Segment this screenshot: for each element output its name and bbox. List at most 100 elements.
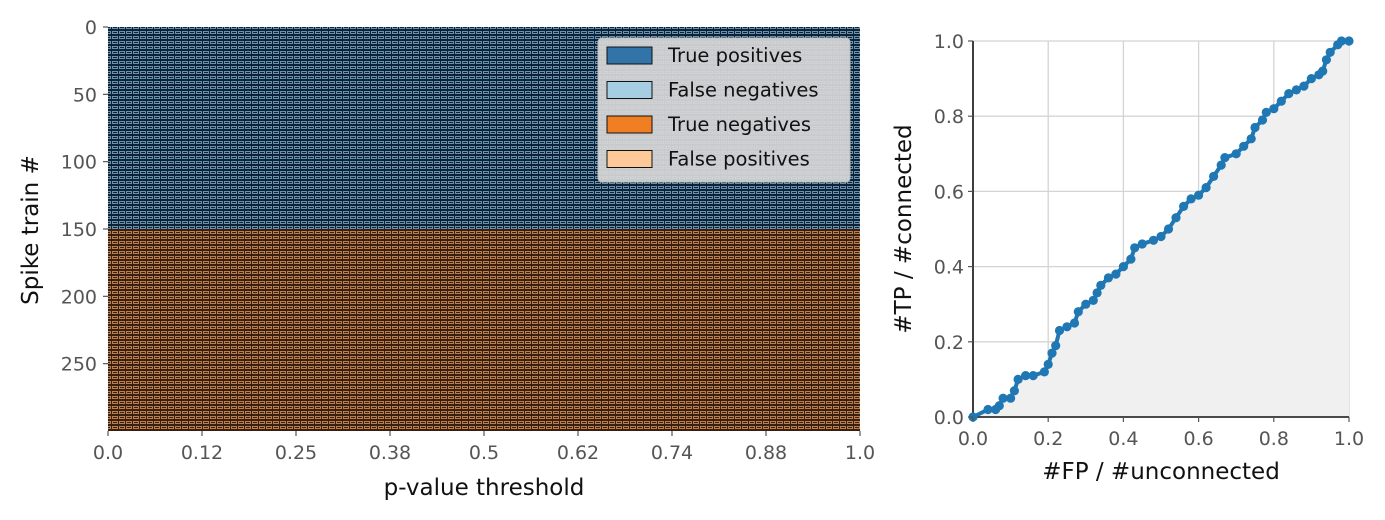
roc-point	[1220, 153, 1230, 163]
heatmap-x-tick-label: 0.0	[93, 442, 123, 464]
roc-curve-points	[968, 36, 1354, 422]
heatmap-legend: True positives False negatives True negati…	[597, 37, 851, 183]
legend-swatch	[606, 81, 653, 99]
legend-label: False negatives	[668, 79, 819, 102]
heatmap-x-tick-label: 0.25	[275, 442, 317, 464]
roc-point	[1081, 299, 1091, 309]
heatmap-y-tick-label: 150	[61, 219, 97, 241]
roc-point	[983, 404, 993, 415]
roc-x-tick-label: 0.4	[1108, 428, 1138, 450]
roc-x-tick-label: 0.0	[958, 428, 988, 450]
legend-box	[597, 37, 851, 183]
roc-point	[1088, 295, 1098, 305]
roc-y-axis-label: #TP / #connected	[891, 124, 917, 333]
roc-point	[1201, 183, 1211, 193]
roc-point	[1092, 288, 1102, 298]
heatmap-x-tick-label: 0.12	[181, 442, 223, 464]
roc-x-tick-label: 0.6	[1183, 428, 1213, 450]
roc-point	[1073, 307, 1083, 317]
roc-point	[1257, 115, 1268, 125]
roc-point	[1006, 393, 1016, 403]
roc-point	[1284, 89, 1294, 99]
roc-point	[1096, 280, 1106, 290]
heatmap-x-tick-label: 0.74	[651, 442, 693, 464]
roc-y-tick-label: 0.8	[934, 106, 964, 128]
heatmap-y-tick-label: 200	[61, 286, 97, 308]
roc-point	[1126, 254, 1136, 264]
heatmap-x-tick-label: 0.5	[469, 442, 499, 464]
heatmap-x-tick-label: 0.88	[745, 442, 787, 464]
heatmap-y-ticks: 0 50 100 150 200 250	[61, 17, 108, 376]
heatmap-y-tick-label: 100	[61, 152, 97, 174]
roc-point	[1261, 107, 1271, 117]
roc-y-tick-label: 0.2	[934, 332, 964, 354]
roc-point	[1336, 36, 1347, 46]
roc-point	[1148, 235, 1159, 245]
heatmap-y-tick-label: 250	[61, 354, 97, 376]
roc-point	[998, 393, 1008, 403]
roc-point	[1306, 74, 1316, 84]
roc-x-tick-label: 1.0	[1334, 428, 1364, 450]
roc-point	[1069, 318, 1080, 328]
roc-point	[1039, 367, 1049, 377]
legend-swatch	[606, 46, 653, 65]
roc-point	[1043, 359, 1053, 369]
heatmap-unconnected-region	[108, 229, 860, 431]
legend-swatch	[606, 150, 653, 168]
roc-y-tick-label: 0.4	[934, 257, 964, 279]
legend-swatch	[606, 115, 653, 134]
roc-x-axis-label: #FP / #unconnected	[1042, 459, 1280, 485]
roc-point	[1009, 386, 1020, 396]
roc-y-tick-label: 0.0	[934, 407, 964, 429]
roc-point	[1054, 325, 1065, 336]
roc-point	[1291, 85, 1301, 95]
roc-y-ticks: 0.0 0.2 0.4 0.6 0.8 1.0	[934, 31, 973, 429]
roc-point	[1179, 201, 1189, 211]
roc-point	[1318, 66, 1328, 76]
heatmap-x-tick-label: 0.38	[369, 442, 411, 464]
roc-point	[1137, 239, 1147, 249]
legend-label: True positives	[667, 44, 802, 67]
roc-point	[1299, 81, 1309, 91]
roc-point	[1171, 213, 1181, 223]
roc-point	[1239, 141, 1249, 151]
heatmap-x-ticks: 0.0 0.12 0.25 0.38 0.5 0.62 0.74 0.88 1.0	[93, 431, 875, 464]
roc-point	[1231, 149, 1241, 159]
roc-point	[1028, 371, 1038, 381]
heatmap-y-tick-label: 50	[73, 84, 97, 106]
roc-point	[1325, 47, 1335, 57]
roc-point	[1021, 371, 1031, 381]
roc-point	[1013, 374, 1023, 384]
roc-point	[1103, 273, 1113, 283]
roc-point	[1194, 190, 1204, 200]
heatmap-x-tick-label: 1.0	[845, 442, 875, 464]
heatmap-x-axis-label: p-value threshold	[384, 475, 585, 501]
roc-x-tick-label: 0.8	[1259, 428, 1289, 450]
roc-point	[1344, 36, 1354, 46]
roc-point	[1062, 322, 1072, 332]
roc-point	[1321, 55, 1331, 65]
roc-panel: 0.0 0.2 0.4 0.6 0.8 1.0 0.0 0.2 0.4 0.6 0.8 1.0 #F…	[891, 31, 1364, 485]
roc-y-tick-label: 1.0	[934, 31, 964, 53]
heatmap-y-axis-label: Spike train #	[18, 155, 44, 305]
roc-point	[1163, 224, 1174, 234]
roc-point	[1118, 262, 1128, 272]
roc-point	[1111, 269, 1121, 279]
roc-point	[1250, 122, 1260, 133]
heatmap-y-tick-label: 0	[85, 17, 97, 39]
roc-point	[1216, 160, 1226, 170]
legend-label: False positives	[668, 148, 810, 171]
roc-x-tick-label: 0.2	[1033, 428, 1063, 450]
roc-point	[1186, 194, 1196, 204]
roc-point	[1246, 134, 1256, 144]
roc-point	[994, 401, 1004, 411]
legend-label: True negatives	[667, 113, 811, 136]
roc-point	[1209, 171, 1219, 181]
roc-point	[1130, 243, 1140, 253]
heatmap-panel: 0.0 0.12 0.25 0.38 0.5 0.62 0.74 0.88 1.0 0 50 100…	[18, 17, 875, 501]
roc-point	[1276, 96, 1286, 106]
roc-y-tick-label: 0.6	[934, 181, 964, 203]
roc-point	[1047, 348, 1057, 358]
roc-point	[1269, 104, 1279, 114]
